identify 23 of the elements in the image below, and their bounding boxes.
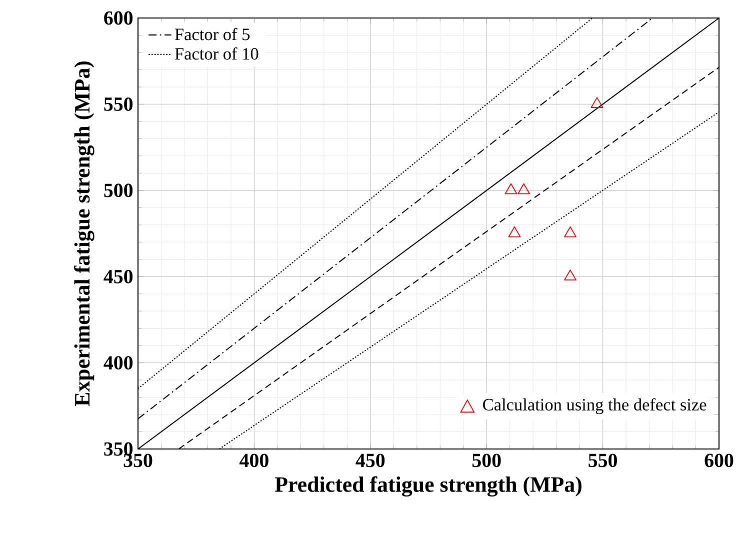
point <box>564 269 576 280</box>
x-tick-label: 600 <box>704 454 734 468</box>
y-tick-label: 550 <box>104 97 133 111</box>
point <box>518 183 530 194</box>
x-tick-label: 350 <box>124 454 152 468</box>
x-axis-title: Predicted fatigue strength (MPa) <box>274 476 582 497</box>
legend-label: Factor of 5 <box>174 28 250 40</box>
y-tick-label: 350 <box>104 442 133 456</box>
y-tick-label: 600 <box>104 11 133 25</box>
point <box>564 226 576 238</box>
y-axis-title: Experimental fatigue strength (MPa) <box>74 61 94 406</box>
point <box>504 183 518 194</box>
x-tick-label: 450 <box>356 454 385 468</box>
x-tick-label: 550 <box>588 454 617 468</box>
legend-label: Factor of 10 <box>174 47 258 60</box>
y-tick-label: 400 <box>104 356 133 370</box>
y-tick-label: 500 <box>104 184 133 198</box>
x-tick-label: 400 <box>240 454 268 468</box>
y-tick-label: 450 <box>104 270 133 284</box>
point <box>590 97 604 108</box>
point <box>508 226 521 238</box>
x-tick-label: 500 <box>472 454 501 468</box>
legend-label: Calculation using the defect size <box>483 398 706 414</box>
